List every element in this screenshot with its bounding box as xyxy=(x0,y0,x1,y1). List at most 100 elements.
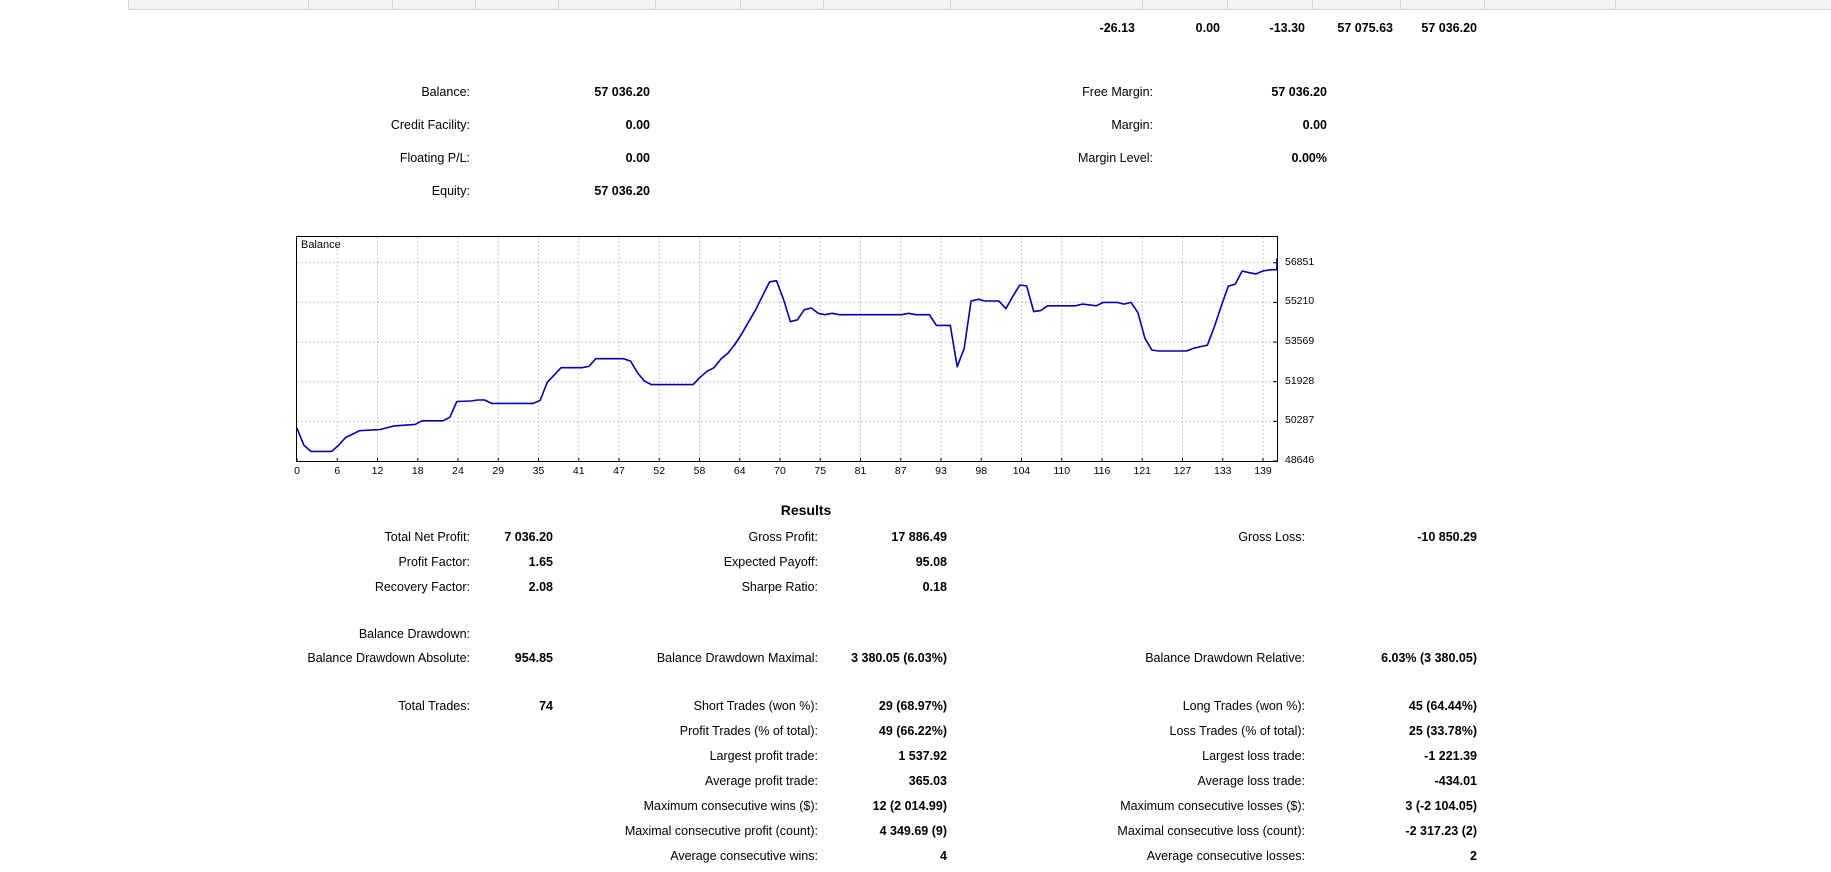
x-axis-tick-label: 139 xyxy=(1254,465,1272,477)
top-row-value-3: -13.30 xyxy=(1269,21,1305,35)
y-axis-tick-label: 48646 xyxy=(1285,454,1315,466)
deals-table-header-cell xyxy=(558,0,655,10)
x-axis-tick-label: 75 xyxy=(814,465,827,477)
results-row: Profit Factor: 1.65 Expected Payoff: 95.… xyxy=(0,554,1831,570)
balance-chart-svg xyxy=(297,237,1277,461)
x-axis-tick-label: 121 xyxy=(1133,465,1152,477)
deals-table-header-cell xyxy=(950,0,1142,10)
metric-label: Loss Trades (% of total): xyxy=(1169,724,1305,738)
x-axis-tick-label: 41 xyxy=(572,465,585,477)
metric-label: Balance Drawdown Absolute: xyxy=(307,651,470,665)
metric-value: 6.03% (3 380.05) xyxy=(1381,651,1477,665)
metric-label: Balance Drawdown Maximal: xyxy=(656,651,818,665)
margin-value: 0.00 xyxy=(1302,118,1327,132)
metric-value: 4 xyxy=(940,849,947,863)
metric-label: Maximal consecutive loss (count): xyxy=(1117,824,1305,838)
metric-label: Profit Factor: xyxy=(398,555,470,569)
metric-label: Expected Payoff: xyxy=(723,555,818,569)
x-axis-tick-label: 52 xyxy=(653,465,666,477)
metric-label: Maximum consecutive losses ($): xyxy=(1120,799,1305,813)
deals-table-header-cell xyxy=(1227,0,1312,10)
credit-facility-value: 0.00 xyxy=(625,118,650,132)
x-axis-tick-label: 81 xyxy=(854,465,867,477)
account-summary-row: Credit Facility: 0.00 Margin: 0.00 xyxy=(0,117,1831,133)
x-axis-tick-label: 87 xyxy=(894,465,907,477)
deals-table-header-cell xyxy=(655,0,740,10)
y-axis-tick-label: 56851 xyxy=(1285,255,1315,268)
results-title: Results xyxy=(780,502,832,518)
margin-level-label: Margin Level: xyxy=(1077,151,1153,165)
top-row-value-1: -26.13 xyxy=(1099,21,1135,35)
metric-value: 0.18 xyxy=(922,580,947,594)
x-axis-tick-label: 98 xyxy=(975,465,988,477)
x-axis-tick-label: 133 xyxy=(1213,465,1232,477)
metric-value: 954.85 xyxy=(514,651,553,665)
metric-label: Gross Profit: xyxy=(748,530,818,544)
metric-label: Gross Loss: xyxy=(1238,530,1305,544)
deals-table-header-cell xyxy=(128,0,308,10)
results-row: Total Trades: 74 Short Trades (won %): 2… xyxy=(0,698,1831,714)
free-margin-label: Free Margin: xyxy=(1082,85,1153,99)
equity-value: 57 036.20 xyxy=(594,184,650,198)
x-axis-tick-label: 6 xyxy=(334,465,341,477)
deals-table-header-cell xyxy=(1400,0,1484,10)
metric-value: 12 (2 014.99) xyxy=(872,799,947,813)
results-row: Largest profit trade: 1 537.92 Largest l… xyxy=(0,748,1831,764)
margin-label: Margin: xyxy=(1111,118,1153,132)
y-axis-tick-label: 55210 xyxy=(1285,295,1315,308)
x-axis-tick-label: 18 xyxy=(411,465,424,477)
deals-table-header-cell xyxy=(392,0,475,10)
metric-value: 3 380.05 (6.03%) xyxy=(851,651,947,665)
top-row-value-2: 0.00 xyxy=(1195,21,1220,35)
metric-label: Balance Drawdown: xyxy=(358,627,470,641)
results-row: Balance Drawdown: xyxy=(0,626,1831,642)
x-axis-tick-label: 24 xyxy=(452,465,464,477)
floating-pl-value: 0.00 xyxy=(625,151,650,165)
metric-label: Recovery Factor: xyxy=(374,580,470,594)
metric-label: Average consecutive losses: xyxy=(1146,849,1305,863)
metric-label: Profit Trades (% of total): xyxy=(679,724,818,738)
metric-label: Largest profit trade: xyxy=(709,749,818,763)
deals-table-header-cell xyxy=(308,0,392,10)
metric-label: Average loss trade: xyxy=(1197,774,1305,788)
metric-value: 365.03 xyxy=(908,774,947,788)
credit-facility-label: Credit Facility: xyxy=(390,118,470,132)
x-axis-tick-label: 104 xyxy=(1012,465,1031,477)
metric-value: 4 349.69 (9) xyxy=(879,824,947,838)
x-axis-tick-label: 0 xyxy=(294,465,300,477)
x-axis-tick-label: 116 xyxy=(1093,465,1111,477)
deals-table-header-cell xyxy=(1615,0,1831,10)
metric-value: 29 (68.97%) xyxy=(878,699,947,713)
metric-value: 1 537.92 xyxy=(898,749,947,763)
x-axis-tick-label: 64 xyxy=(733,465,746,477)
metric-value: -1 221.39 xyxy=(1424,749,1477,763)
x-axis-tick-label: 35 xyxy=(532,465,545,477)
chart-series-label: Balance xyxy=(301,239,341,251)
metric-value: 2 xyxy=(1470,849,1477,863)
metric-value: -2 317.23 (2) xyxy=(1405,824,1477,838)
balance-value: 57 036.20 xyxy=(594,85,650,99)
account-summary-row: Equity: 57 036.20 xyxy=(0,183,1831,199)
metric-value: 3 (-2 104.05) xyxy=(1405,799,1477,813)
metric-value: 2.08 xyxy=(528,580,553,594)
y-axis-tick-label: 53569 xyxy=(1285,335,1315,348)
deals-table-header-cell xyxy=(1484,0,1615,10)
free-margin-value: 57 036.20 xyxy=(1271,85,1327,99)
deals-table-header-cell xyxy=(1142,0,1227,10)
metric-label: Sharpe Ratio: xyxy=(741,580,818,594)
x-axis-tick-label: 70 xyxy=(774,465,786,477)
x-axis-tick-label: 29 xyxy=(492,465,505,477)
metric-value: 25 (33.78%) xyxy=(1408,724,1477,738)
results-row: Balance Drawdown Absolute: 954.85 Balanc… xyxy=(0,650,1831,666)
metric-value: 95.08 xyxy=(915,555,947,569)
results-row: Maximal consecutive profit (count): 4 34… xyxy=(0,823,1831,839)
x-axis-tick-label: 58 xyxy=(693,465,706,477)
top-row-value-4: 57 075.63 xyxy=(1337,21,1393,35)
metric-label: Average consecutive wins: xyxy=(670,849,818,863)
balance-chart: Balance xyxy=(296,236,1278,462)
margin-level-value: 0.00% xyxy=(1291,151,1327,165)
metric-label: Largest loss trade: xyxy=(1202,749,1305,763)
x-axis-tick-label: 47 xyxy=(613,465,625,477)
deals-table-header-cell xyxy=(740,0,823,10)
